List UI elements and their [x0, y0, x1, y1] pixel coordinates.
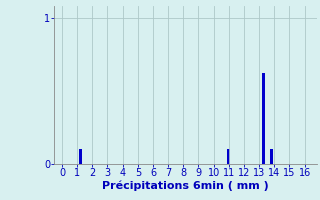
Bar: [228, 149, 230, 164]
Bar: [270, 149, 273, 164]
X-axis label: Précipitations 6min ( mm ): Précipitations 6min ( mm ): [102, 181, 269, 191]
Bar: [262, 73, 265, 164]
Bar: [79, 149, 82, 164]
